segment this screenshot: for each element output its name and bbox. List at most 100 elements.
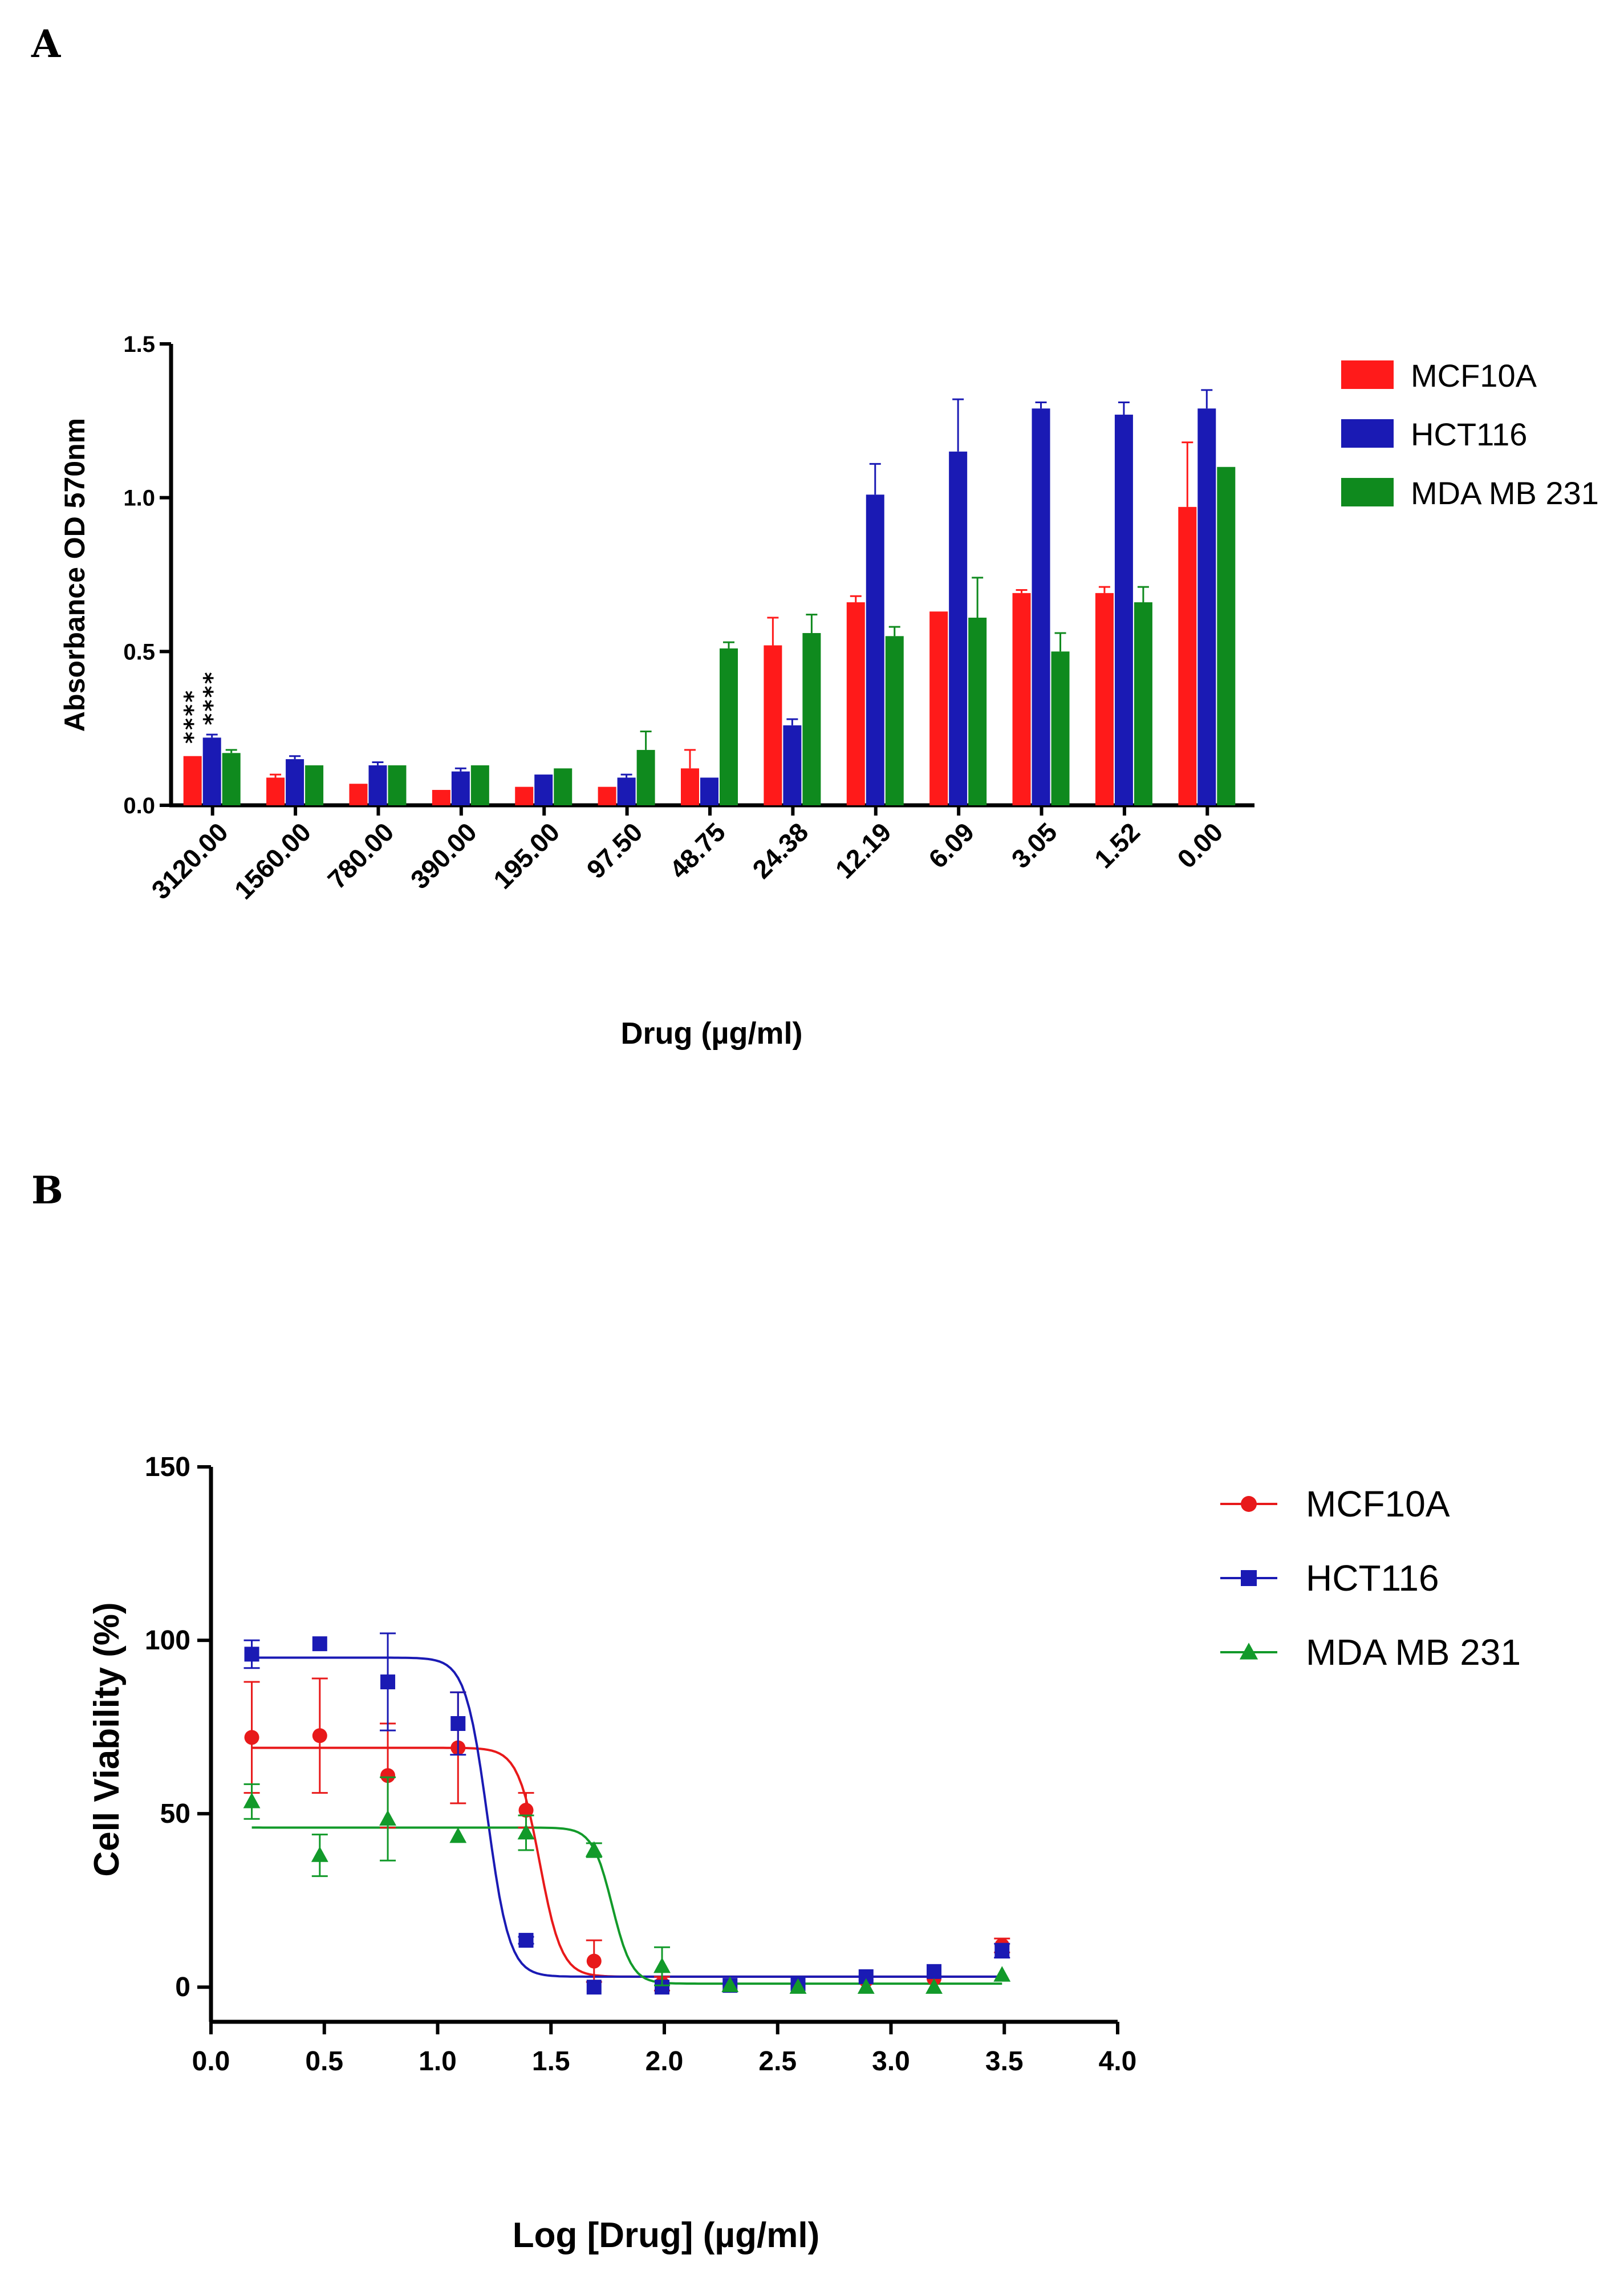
point-marker [311,1846,328,1862]
fit-curve [251,1656,1002,1978]
y-axis-label: Absorbance OD 570nm [59,418,91,732]
bar [266,777,285,805]
x-tick-label: 3.5 [985,2046,1024,2077]
x-tick-label: 3120.00 [145,817,233,905]
legend-label: HCT116 [1306,1558,1439,1599]
bar [432,790,450,805]
x-tick-label: 6.09 [923,817,980,874]
point-marker [518,1803,534,1818]
bar [598,786,616,805]
x-tick-label: 4.0 [1099,2046,1137,2077]
bar [1051,651,1070,805]
point-marker [449,1827,467,1843]
y-tick-label: 0.5 [123,639,155,664]
point-marker [312,1636,327,1652]
point-marker [1241,1570,1257,1586]
point-marker [586,1953,602,1969]
x-axis-label: Drug (µg/ml) [620,1016,802,1051]
point-marker [379,1810,396,1826]
x-tick-label: 1.5 [532,2046,570,2077]
bar [1197,408,1216,805]
point-marker [927,1964,942,1979]
bar [885,636,904,805]
bar [305,765,324,805]
y-axis-title: Absorbance OD 570nm [59,418,91,732]
x-tick-label: 24.38 [746,817,814,884]
x-tick-label: 2.5 [758,2046,797,2077]
x-tick-label: 12.19 [830,817,897,884]
point-marker [244,1730,259,1745]
y-tick-label: 100 [145,1625,190,1656]
x-tick-label: 1.0 [419,2046,457,2077]
bar [700,777,718,805]
bar [681,768,699,805]
bar [1134,602,1152,805]
point-marker [380,1768,396,1783]
point-marker [925,1978,943,1994]
x-tick-label: 1.52 [1089,817,1146,874]
bar [554,768,573,805]
y-axis-label: Cell Viability (%) [87,1602,127,1876]
legend-swatch [1341,478,1394,506]
legend-label: MCF10A [1306,1483,1450,1524]
bar [1012,593,1031,805]
point-marker [380,1674,396,1690]
point-marker [518,1933,534,1948]
bar [183,756,202,805]
bar [636,749,655,805]
bar [866,494,884,805]
point-marker [312,1728,327,1743]
bar [202,737,221,805]
legend-label: MCF10A [1411,358,1537,394]
bar [1178,506,1197,805]
legend-label: HCT116 [1411,416,1527,452]
x-tick-label: 390.00 [405,817,482,894]
bar-chart-absorbance: Absorbance OD 570nm 0.0 0.5 1.0 1.5 Drug (µg… [59,332,1599,1051]
x-tick-label: 0.0 [192,2046,230,2077]
axes: 0.0 0.5 1.0 1.5 Drug (µg/ml) [123,332,1254,1051]
y-tick-label: 1.5 [123,332,155,357]
fit-curves [251,1656,1002,1985]
bar [1114,415,1133,805]
panel-a-label: A [31,22,61,66]
bar [764,645,782,805]
point-marker [994,1943,1010,1958]
bar [222,753,241,805]
panel-b-label: B [31,1168,63,1213]
x-tick-label: 48.75 [664,817,731,884]
bar [783,725,802,805]
bar [349,784,368,805]
x-tick-label: 2.0 [645,2046,684,2077]
bar [617,777,636,805]
x-axis-label: Log [Drug] (µg/ml) [513,2216,819,2255]
fit-curve [251,1826,1002,1985]
bar [968,618,987,805]
legend-swatch [1341,419,1394,448]
bar [846,602,865,805]
y-tick-label: 150 [145,1452,190,1482]
bar [1032,408,1050,805]
y-tick-label: 50 [160,1799,190,1829]
point-marker [721,1976,739,1992]
axes: 0 50 100 150 0.0 0.5 1.0 1.5 2.0 2.5 3.0 3.5 4.0 Cell… [87,1452,1136,2255]
bar [929,611,948,805]
legend: MCF10A HCT116 MDA MB 231 [1220,1483,1521,1673]
bars: ******** [180,389,1236,805]
legend-label: MDA MB 231 [1306,1632,1521,1673]
legend: MCF10A HCT116 MDA MB 231 [1341,358,1599,511]
bar [1217,467,1236,805]
fit-curve [251,1746,1002,1978]
point-marker [789,1978,807,1994]
point-marker [243,1793,261,1808]
bar [470,765,489,805]
bar [286,759,304,805]
bar [534,775,553,805]
x-tick-label: 195.00 [488,817,565,894]
point-marker [244,1647,259,1662]
point-marker [586,1980,602,1995]
point-marker [993,1966,1011,1982]
x-tick-label: 3.0 [872,2046,910,2077]
significance-stars: **** [180,690,206,744]
